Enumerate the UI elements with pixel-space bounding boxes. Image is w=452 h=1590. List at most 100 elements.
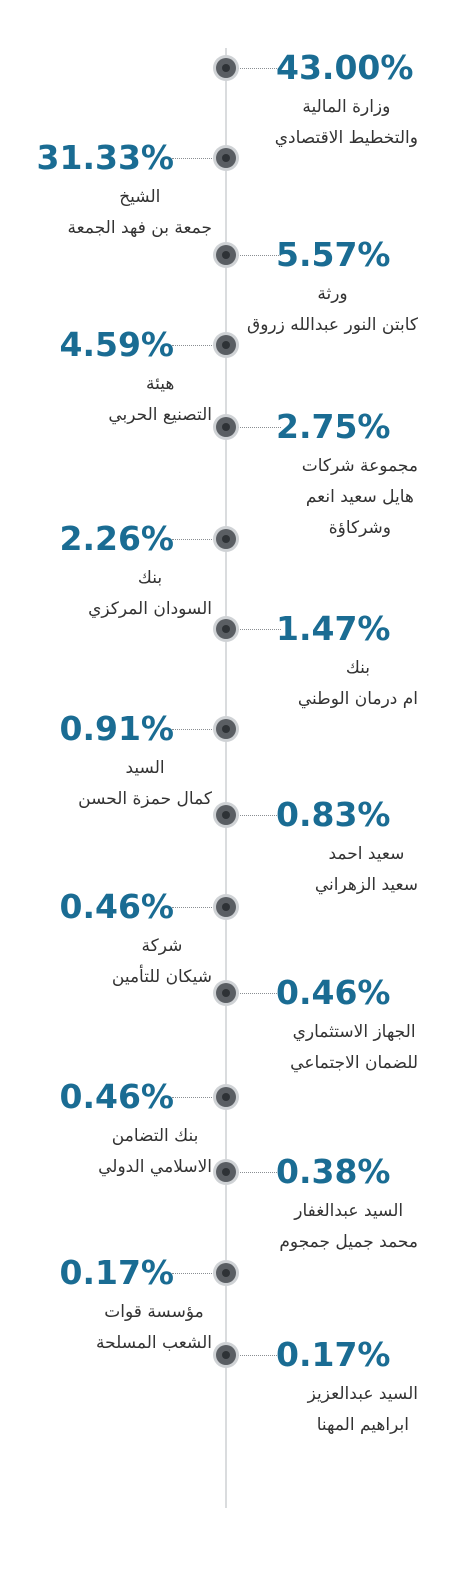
entry-name-line: الشعب المسلحة [96,1333,212,1353]
timeline-dot-icon [216,619,236,639]
entry-percentage: 0.46% [59,1077,175,1116]
entry-connector [237,993,281,994]
entry-name-line: مؤسسة قوات [104,1302,204,1322]
entry-name-line: محمد جميل جمجوم [279,1232,418,1252]
entry-name-line: السيد عبدالغفار [294,1201,404,1221]
entry-name-line: ام درمان الوطني [297,689,418,709]
entry-name-line: شيكان للتأمين [111,967,212,987]
shareholder-entry: 4.59% هيئة التصنيع الحربي [0,325,452,425]
entry-name-line: بنك [137,568,163,588]
timeline-dot-icon [216,1087,236,1107]
entry-percentage: 1.47% [276,609,391,648]
entry-name-line: السيد [125,758,165,778]
shareholder-entry: 2.75% مجموعة شركات هايل سعيد انعم وشركاؤة [0,407,452,538]
timeline-dot-icon [216,983,236,1003]
entry-connector [237,1355,281,1356]
entry-name-line: بنك التضامن [111,1126,199,1146]
entry-percentage: 2.26% [59,519,175,558]
entry-name: بنك السودان المركزي [88,563,212,625]
shareholder-entry: 0.46% شركة شيكان للتأمين [0,887,452,987]
timeline-dot-icon [216,417,236,437]
shareholder-entry: 43.00% وزارة المالية والتخطيط الاقتصادي [0,48,452,148]
entry-connector [172,345,216,346]
entry-name: مؤسسة قوات الشعب المسلحة [96,1297,212,1359]
entry-name-line: الشيخ [119,187,161,207]
shareholder-entry: 0.17% مؤسسة قوات الشعب المسلحة [0,1253,452,1353]
entry-name-line: مجموعة شركات [301,456,418,476]
entry-name-line: شركة [141,936,183,956]
entry-name: مجموعة شركات هايل سعيد انعم وشركاؤة [302,451,418,544]
entry-name: الجهاز الاستثماري للضمان الاجتماعي [290,1017,418,1079]
entry-percentage: 2.75% [276,407,391,446]
entry-name-line: السيد عبدالعزيز [307,1384,418,1404]
timeline-dot-icon [216,58,236,78]
entry-connector [237,629,281,630]
entry-name-line: جمعة بن فهد الجمعة [67,218,212,238]
entry-percentage: 0.17% [59,1253,175,1292]
entry-name-line: الجهاز الاستثماري [292,1022,416,1042]
entry-percentage: 4.59% [59,325,175,364]
entry-name-line: وشركاؤة [328,518,391,538]
entry-name: بنك التضامن الاسلامي الدولي [98,1121,212,1183]
entry-connector [172,1097,216,1098]
entry-name-line: والتخطيط الاقتصادي [274,128,418,148]
entry-name-line: السودان المركزي [88,599,212,619]
entry-connector [237,427,281,428]
timeline-dot-icon [216,245,236,265]
timeline-dot-icon [216,148,236,168]
entry-connector [237,815,281,816]
entry-percentage: 0.38% [276,1152,391,1191]
entry-name-line: كمال حمزة الحسن [78,789,212,809]
shareholder-entry: 0.46% الجهاز الاستثماري للضمان الاجتماعي [0,973,452,1073]
entry-percentage: 0.46% [59,887,175,926]
entry-name-line: سعيد احمد [328,844,405,864]
entry-percentage: 43.00% [276,48,414,87]
entry-connector [237,255,281,256]
entry-name: الشيخ جمعة بن فهد الجمعة [68,182,212,244]
entry-name-line: ورثة [317,284,348,304]
shareholder-entry: 0.91% السيد كمال حمزة الحسن [0,709,452,809]
timeline-dot-icon [216,719,236,739]
entry-name-line: التصنيع الحربي [108,405,212,425]
timeline-dot-icon [216,1263,236,1283]
entry-name: بنك ام درمان الوطني [298,653,418,715]
entry-name: السيد عبدالعزيز ابراهيم المهنا [308,1379,418,1441]
timeline-dot-icon [216,1345,236,1365]
timeline-dot-icon [216,529,236,549]
shareholder-entry: 0.46% بنك التضامن الاسلامي الدولي [0,1077,452,1177]
entry-percentage: 0.46% [276,973,391,1012]
entry-connector [172,539,216,540]
entry-percentage: 5.57% [276,235,391,274]
entry-connector [237,1172,281,1173]
entry-connector [172,1273,216,1274]
entry-percentage: 0.17% [276,1335,391,1374]
timeline-dot-icon [216,335,236,355]
entry-name: السيد كمال حمزة الحسن [78,753,212,815]
entry-connector [172,907,216,908]
shareholder-entry: 0.38% السيد عبدالغفار محمد جميل جمجوم [0,1152,452,1252]
shareholder-entry: 1.47% بنك ام درمان الوطني [0,609,452,709]
entry-connector [172,729,216,730]
entry-name-line: بنك [345,658,371,678]
entry-name-line: سعيد الزهراني [314,875,418,895]
entry-percentage: 31.33% [36,138,174,177]
entry-name-line: الاسلامي الدولي [98,1157,212,1177]
entry-name: وزارة المالية والتخطيط الاقتصادي [275,92,418,154]
entry-name-line: ابراهيم المهنا [316,1415,409,1435]
entry-name: ورثة كابتن النور عبدالله زروق [247,279,418,341]
shareholder-entry: 0.83% سعيد احمد سعيد الزهراني [0,795,452,895]
timeline-dot-icon [216,805,236,825]
entry-percentage: 0.83% [276,795,391,834]
entry-name-line: هايل سعيد انعم [305,487,414,507]
entry-name: شركة شيكان للتأمين [112,931,212,993]
timeline-dot-icon [216,1162,236,1182]
shareholder-entry: 31.33% الشيخ جمعة بن فهد الجمعة [0,138,452,238]
entry-name: السيد عبدالغفار محمد جميل جمجوم [279,1196,418,1258]
shareholder-entry: 5.57% ورثة كابتن النور عبدالله زروق [0,235,452,335]
entry-percentage: 0.91% [59,709,175,748]
entry-connector [172,158,216,159]
shareholder-entry: 2.26% بنك السودان المركزي [0,519,452,619]
entry-connector [237,68,281,69]
timeline-dot-icon [216,897,236,917]
